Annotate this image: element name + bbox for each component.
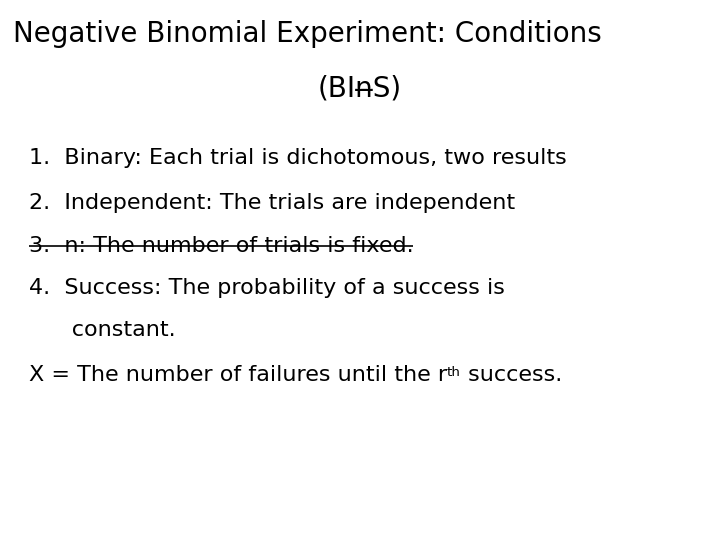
Text: th: th (447, 366, 461, 379)
Text: 2.  Independent: The trials are independent: 2. Independent: The trials are independe… (29, 193, 515, 213)
Text: 4.  Success: The probability of a success is: 4. Success: The probability of a success… (29, 278, 505, 298)
Text: 3.  n: The number of trials is fixed.: 3. n: The number of trials is fixed. (29, 236, 413, 256)
Text: (BIn̶S): (BIn̶S) (318, 75, 402, 103)
Text: 1.  Binary: Each trial is dichotomous, two results: 1. Binary: Each trial is dichotomous, tw… (29, 148, 567, 168)
Text: X = The number of failures until the r: X = The number of failures until the r (29, 365, 447, 385)
Text: Negative Binomial Experiment: Conditions: Negative Binomial Experiment: Conditions (13, 20, 602, 48)
Text: success.: success. (461, 365, 562, 385)
Text: constant.: constant. (29, 320, 176, 340)
